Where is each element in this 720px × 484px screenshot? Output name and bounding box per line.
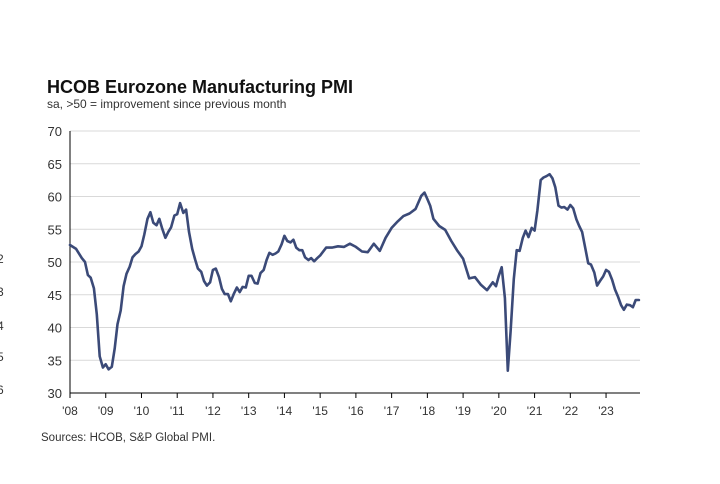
- y-tick-label: 50: [48, 255, 62, 270]
- x-tick-label: '17: [384, 404, 400, 418]
- x-tick-label: '18: [420, 404, 436, 418]
- y-tick-label: 55: [48, 222, 62, 237]
- x-tick-label: '16: [348, 404, 364, 418]
- x-tick-label: '14: [277, 404, 293, 418]
- y-tick-label: 65: [48, 157, 62, 172]
- y-tick-label: 30: [48, 386, 62, 401]
- chart-source: Sources: HCOB, S&P Global PMI.: [41, 432, 216, 444]
- x-tick-label: '15: [312, 404, 328, 418]
- x-tick-label: '11: [170, 404, 185, 418]
- x-tick-label: '23: [598, 404, 614, 418]
- x-tick-label: '13: [241, 404, 257, 418]
- x-tick-label: '10: [134, 404, 150, 418]
- edge-mark: 5: [0, 350, 4, 364]
- y-tick-label: 45: [48, 288, 62, 303]
- x-tick-label: '12: [205, 404, 221, 418]
- edge-mark: 3: [0, 285, 4, 299]
- chart-subtitle: sa, >50 = improvement since previous mon…: [47, 97, 287, 111]
- series-line: [68, 172, 641, 373]
- x-tick-label: '22: [562, 404, 578, 418]
- x-tick-label: '08: [62, 404, 78, 418]
- x-tick-label: '20: [491, 404, 507, 418]
- y-tick-label: 35: [48, 353, 62, 368]
- y-tick-label: 40: [48, 321, 62, 336]
- chart-title: HCOB Eurozone Manufacturing PMI: [47, 77, 353, 97]
- x-tick-label: '09: [98, 404, 114, 418]
- y-tick-label: 70: [48, 124, 62, 139]
- x-tick-label: '21: [527, 404, 543, 418]
- y-tick-label: 60: [48, 190, 62, 205]
- x-tick-label: '19: [455, 404, 471, 418]
- edge-mark: 4: [0, 319, 4, 333]
- edge-mark: 6: [0, 383, 4, 397]
- edge-mark: 2: [0, 252, 4, 266]
